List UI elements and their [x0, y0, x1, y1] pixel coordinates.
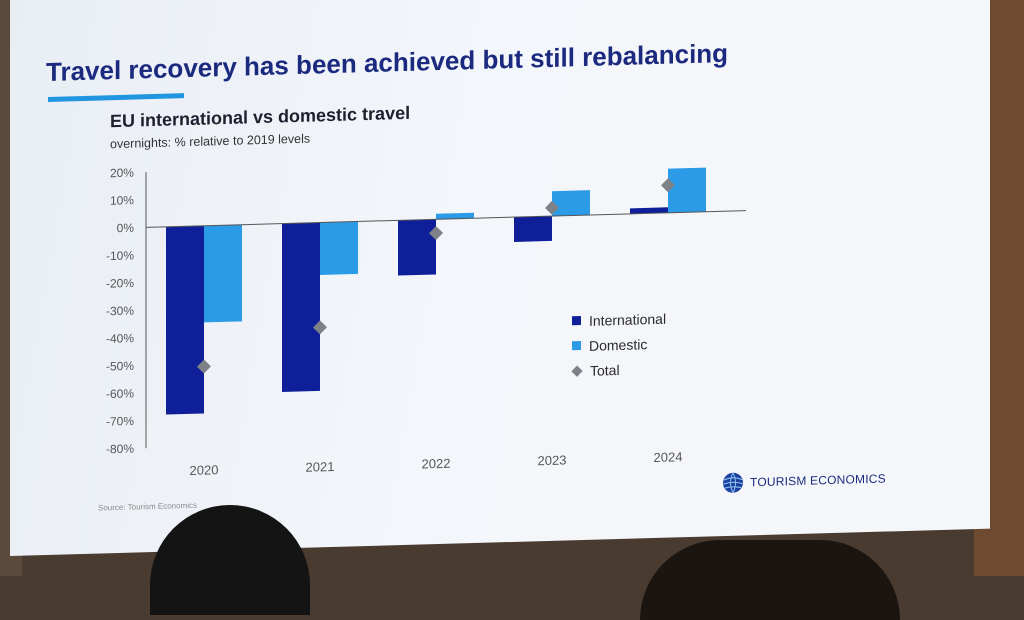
title-underline: [48, 93, 184, 102]
y-tick-label: -10%: [106, 248, 134, 263]
slide-title: Travel recovery has been achieved but st…: [46, 37, 729, 87]
legend-label-international: International: [589, 310, 667, 329]
legend-swatch-international: [572, 316, 581, 326]
y-tick-label: 10%: [110, 193, 134, 208]
y-tick-label: -70%: [106, 414, 134, 429]
legend-swatch-total: [571, 365, 583, 377]
globe-icon: [723, 472, 743, 494]
x-tick-label-2020: 2020: [190, 462, 219, 478]
brand-logo: TOURISM ECONOMICS: [722, 468, 886, 495]
bar-international-2024: [630, 207, 668, 214]
x-tick-label-2021: 2021: [306, 459, 335, 475]
marker-total-2022: [429, 226, 443, 241]
bar-international-2022: [398, 219, 436, 276]
y-tick-label: -80%: [106, 442, 134, 457]
bar-domestic-2023: [552, 190, 590, 217]
bar-international-2021: [282, 222, 320, 392]
y-tick-label: 20%: [110, 166, 134, 181]
legend-label-total: Total: [590, 361, 620, 379]
legend-item-total: Total: [571, 356, 666, 384]
marker-total-2020: [197, 359, 211, 374]
x-tick-label-2023: 2023: [538, 452, 567, 468]
audience-head-right: [640, 540, 900, 620]
bar-international-2020: [166, 225, 204, 415]
chart-legend: International Domestic Total: [571, 306, 666, 384]
bar-domestic-2022: [436, 212, 474, 220]
bar-domestic-2021: [320, 221, 358, 275]
y-tick-label: -60%: [106, 386, 134, 401]
legend-item-international: International: [572, 306, 666, 334]
y-tick-label: -30%: [106, 304, 134, 319]
legend-item-domestic: Domestic: [572, 331, 666, 359]
brand-name: TOURISM ECONOMICS: [750, 471, 886, 490]
y-tick-label: -40%: [106, 331, 134, 346]
y-tick-label: -20%: [106, 276, 134, 291]
bar-international-2023: [514, 216, 552, 242]
legend-swatch-domestic: [572, 341, 581, 351]
projector-screen: Travel recovery has been achieved but st…: [10, 0, 990, 557]
chart-subtitle: overnights: % relative to 2019 levels: [110, 131, 311, 152]
marker-total-2021: [313, 320, 327, 335]
bar-domestic-2020: [204, 224, 242, 323]
y-tick-label: 0%: [117, 221, 135, 235]
bar-chart: 20% 10% 0% -10% -20% -30% -40% -50% -60% -70% -80%…: [106, 166, 746, 478]
chart-title: EU international vs domestic travel: [110, 102, 411, 132]
y-tick-label: -50%: [106, 359, 134, 374]
marker-total-2023: [545, 200, 559, 215]
bar-domestic-2024: [668, 167, 706, 213]
x-tick-label-2022: 2022: [422, 456, 451, 472]
source-note: Source: Tourism Economics: [98, 500, 197, 513]
zero-axis-line: [146, 210, 746, 228]
x-tick-label-2024: 2024: [654, 449, 683, 465]
marker-total-2024: [661, 178, 675, 193]
legend-label-domestic: Domestic: [589, 335, 648, 354]
